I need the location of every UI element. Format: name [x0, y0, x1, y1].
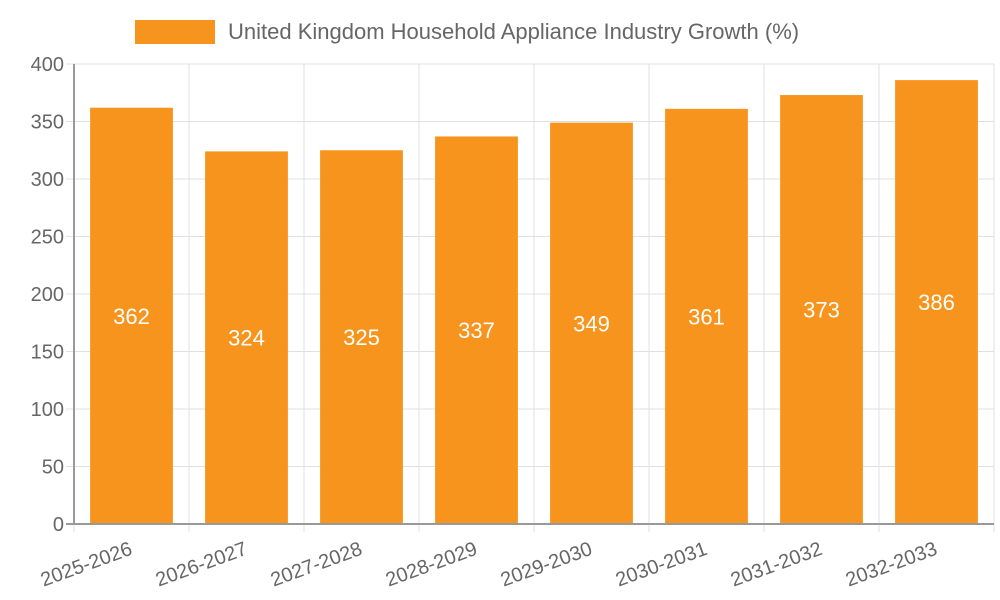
y-tick-label: 400 [31, 54, 64, 76]
x-tick-label: 2026-2027 [153, 538, 250, 591]
data-label: 386 [918, 290, 955, 315]
x-tick-label: 2025-2026 [38, 538, 135, 591]
legend-swatch [135, 20, 215, 44]
data-labels: 362 324 325 337 349 361 373 386 [113, 290, 955, 351]
y-tick-label: 0 [53, 514, 64, 536]
y-axis-ticks: 0 50 100 150 200 250 300 350 400 [31, 54, 64, 536]
y-tick-label: 200 [31, 284, 64, 306]
y-tick-label: 250 [31, 227, 64, 249]
x-tick-label: 2027-2028 [268, 538, 365, 591]
legend[interactable]: United Kingdom Household Appliance Indus… [135, 19, 799, 44]
data-label: 337 [458, 318, 495, 343]
bar-2030-2031[interactable] [665, 108, 748, 524]
x-tick-label: 2032-2033 [843, 538, 940, 591]
y-tick-label: 300 [31, 169, 64, 191]
data-label: 325 [343, 325, 380, 350]
bar-2025-2026[interactable] [90, 107, 173, 524]
bar-2026-2027[interactable] [205, 151, 288, 524]
legend-label: United Kingdom Household Appliance Indus… [228, 19, 799, 44]
x-axis-ticks: 2025-2026 2026-2027 2027-2028 2028-2029 2029… [38, 538, 940, 591]
data-label: 349 [573, 311, 610, 336]
bars [90, 80, 978, 525]
data-label: 373 [803, 298, 840, 323]
bar-2027-2028[interactable] [320, 150, 403, 524]
y-tick-label: 100 [31, 399, 64, 421]
x-tick-label: 2031-2032 [728, 538, 825, 591]
bar-2032-2033[interactable] [895, 80, 978, 524]
bar-2031-2032[interactable] [780, 95, 863, 525]
data-label: 362 [113, 304, 150, 329]
data-label: 361 [688, 304, 725, 329]
x-tick-label: 2029-2030 [498, 538, 595, 591]
x-tick-label: 2028-2029 [383, 538, 480, 591]
y-tick-label: 50 [42, 457, 64, 479]
bar-2029-2030[interactable] [550, 122, 633, 525]
data-label: 324 [228, 326, 265, 351]
x-tick-label: 2030-2031 [613, 538, 710, 591]
bar-2028-2029[interactable] [435, 136, 518, 524]
y-tick-label: 350 [31, 112, 64, 134]
y-tick-label: 150 [31, 342, 64, 364]
